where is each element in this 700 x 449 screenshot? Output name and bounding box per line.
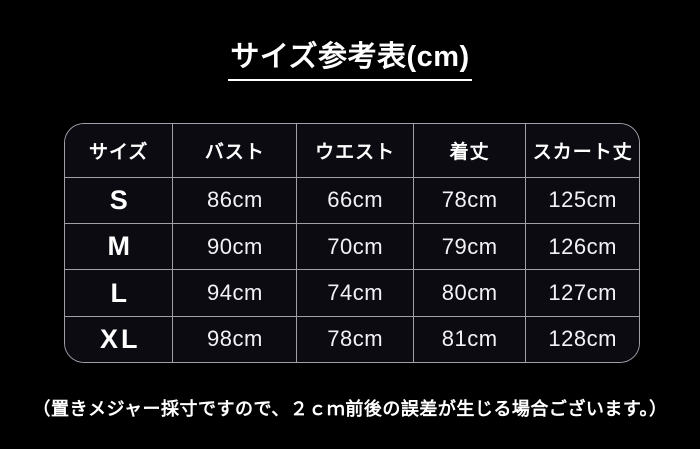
page-title: サイズ参考表(cm) (228, 41, 472, 82)
value-cell: 94cm (172, 269, 298, 317)
value-cell: 128cm (525, 315, 639, 362)
header-cell-waist: ウエスト (296, 124, 414, 178)
value-cell: 90cm (172, 222, 298, 271)
value-cell: 126cm (525, 222, 639, 271)
size-cell: S (65, 176, 174, 224)
title-container: サイズ参考表(cm) (0, 41, 700, 82)
value-cell: 74cm (296, 269, 414, 317)
value-cell: 86cm (172, 176, 298, 224)
value-cell: 81cm (412, 315, 527, 362)
header-cell-size: サイズ (65, 124, 174, 178)
header-cell-bust: バスト (172, 124, 298, 178)
header-cell-length: 着丈 (412, 124, 527, 178)
measurement-note: （置きメジャー採寸ですので、２ｃｍ前後の誤差が生じる場合ございます。） (32, 399, 668, 419)
table-row-m: M 90cm 70cm 79cm 126cm (65, 222, 639, 271)
value-cell: 80cm (412, 269, 527, 317)
size-cell: L (65, 269, 174, 317)
value-cell: 79cm (412, 222, 527, 271)
table-row-l: L 94cm 74cm 80cm 127cm (65, 269, 639, 317)
value-cell: 78cm (412, 176, 527, 224)
value-cell: 125cm (525, 176, 639, 224)
size-cell: M (65, 222, 174, 271)
header-cell-skirt-length: スカート丈 (525, 124, 639, 178)
value-cell: 98cm (172, 315, 298, 362)
size-table: サイズ バスト ウエスト 着丈 スカート丈 S 86cm 66cm 78cm 1… (64, 123, 640, 363)
value-cell: 66cm (296, 176, 414, 224)
value-cell: 78cm (296, 315, 414, 362)
table-row-xl: XL 98cm 78cm 81cm 128cm (65, 315, 639, 362)
size-cell: XL (65, 315, 174, 362)
size-reference-table: サイズ バスト ウエスト 着丈 スカート丈 S 86cm 66cm 78cm 1… (65, 124, 639, 362)
table-header-row: サイズ バスト ウエスト 着丈 スカート丈 (65, 124, 639, 178)
value-cell: 127cm (525, 269, 639, 317)
value-cell: 70cm (296, 222, 414, 271)
table-row-s: S 86cm 66cm 78cm 125cm (65, 176, 639, 224)
